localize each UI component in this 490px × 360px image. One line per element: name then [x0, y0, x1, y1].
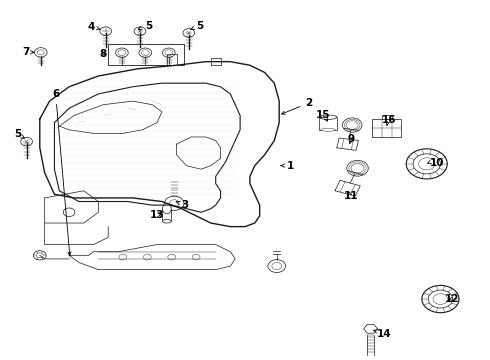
- Text: 16: 16: [382, 116, 396, 126]
- Text: 13: 13: [150, 210, 164, 220]
- Ellipse shape: [319, 115, 337, 120]
- Text: 9: 9: [348, 134, 355, 144]
- Bar: [319, 117, 337, 130]
- Text: 5: 5: [14, 129, 22, 139]
- Bar: [108, 44, 184, 65]
- Text: 11: 11: [344, 192, 359, 202]
- Circle shape: [183, 29, 195, 37]
- Text: 6: 6: [52, 89, 71, 255]
- Text: 8: 8: [99, 49, 107, 59]
- Text: 12: 12: [444, 294, 459, 304]
- Circle shape: [21, 137, 32, 146]
- Circle shape: [34, 48, 47, 57]
- Text: 4: 4: [88, 22, 100, 32]
- Bar: [382, 116, 392, 119]
- Circle shape: [139, 48, 152, 57]
- Text: 14: 14: [374, 329, 392, 339]
- Text: 7: 7: [23, 47, 34, 57]
- Ellipse shape: [162, 220, 171, 223]
- Circle shape: [134, 27, 146, 36]
- Text: 5: 5: [191, 21, 203, 31]
- Circle shape: [162, 48, 175, 57]
- Ellipse shape: [321, 129, 335, 131]
- Bar: [372, 119, 401, 137]
- Ellipse shape: [162, 204, 171, 214]
- Text: 15: 15: [316, 111, 330, 121]
- Text: 2: 2: [282, 98, 313, 114]
- Text: 10: 10: [430, 158, 444, 168]
- Text: 5: 5: [138, 21, 152, 31]
- Text: 1: 1: [281, 161, 294, 171]
- Circle shape: [100, 27, 112, 36]
- Text: 3: 3: [176, 200, 189, 210]
- Circle shape: [116, 48, 128, 57]
